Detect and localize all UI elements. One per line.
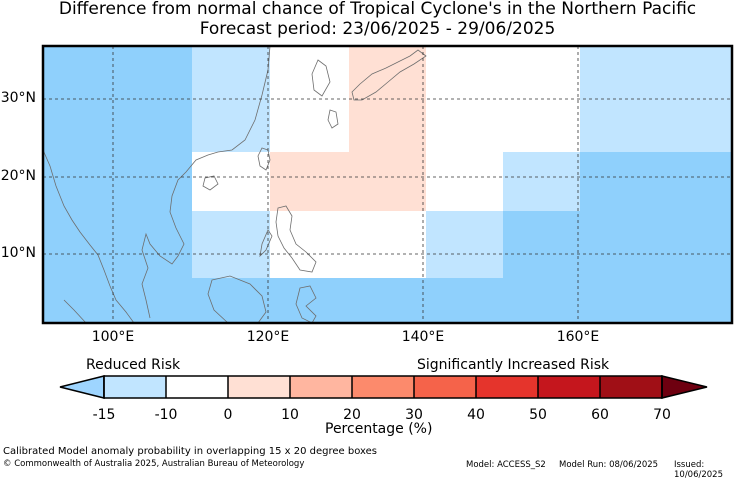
colorbar-bin <box>538 376 600 398</box>
increased-risk-label: Significantly Increased Risk <box>417 357 610 373</box>
colorbar-tick: 10 <box>281 407 299 423</box>
cell-pale-blue-s1 <box>192 211 270 278</box>
map-panel <box>41 44 734 325</box>
footer-copyright: © Commonwealth of Australia 2025, Austra… <box>3 459 305 469</box>
footer-description: Calibrated Model anomaly probability in … <box>3 446 378 457</box>
lat-tick-10n: 10°N <box>0 245 36 261</box>
colorbar-bin <box>228 376 290 398</box>
forecast-period: Forecast period: 23/06/2025 - 29/06/2025 <box>199 19 556 39</box>
colorbar-bin <box>166 376 228 398</box>
cell-peach-mid <box>270 152 426 211</box>
lat-tick-20n: 20°N <box>0 168 36 184</box>
cell-white-s <box>270 211 426 278</box>
cell-pale-blue-mid <box>503 152 580 211</box>
colorbar-title: Percentage (%) <box>325 421 433 437</box>
colorbar-tick: -10 <box>154 407 178 423</box>
footer-model-run: Model Run: 08/06/2025 <box>559 460 659 470</box>
colorbar-high-arrow <box>661 375 708 399</box>
colorbar-bin <box>290 376 352 398</box>
lon-tick-160e: 160°E <box>556 329 600 345</box>
cell-white-mid2 <box>426 152 503 211</box>
reduced-risk-label: Reduced Risk <box>86 357 181 373</box>
coastlines <box>42 45 427 324</box>
footer-issued: Issued: 10/06/2025 <box>674 460 723 480</box>
cell-white-n2 <box>426 46 580 152</box>
map-figure <box>41 44 734 399</box>
lon-tick-120e: 120°E <box>246 329 290 345</box>
colorbar <box>59 375 708 399</box>
lat-tick-30n: 30°N <box>0 90 36 106</box>
colorbar-bin <box>104 376 166 398</box>
colorbar-tick: 70 <box>653 407 671 423</box>
lon-tick-100e: 100°E <box>91 329 135 345</box>
colorbar-tick: 0 <box>223 407 233 423</box>
colorbar-low-arrow <box>59 375 105 399</box>
colorbar-bin <box>600 376 662 398</box>
map-title: Difference from normal chance of Tropica… <box>58 0 697 19</box>
map-frame <box>41 44 734 325</box>
footer-model: Model: ACCESS_S2 <box>466 460 546 470</box>
colorbar-bin <box>476 376 538 398</box>
colorbar-bin <box>352 376 414 398</box>
gridlines <box>43 46 732 323</box>
colorbar-tick: 20 <box>343 407 361 423</box>
cell-white-mid1 <box>192 152 270 211</box>
lon-tick-140e: 140°E <box>401 329 445 345</box>
colorbar-tick: 50 <box>529 407 547 423</box>
colorbar-tick: 60 <box>591 407 609 423</box>
colorbar-tick: 30 <box>405 407 423 423</box>
colorbar-tick: -15 <box>92 407 116 423</box>
colorbar-tick: 40 <box>467 407 485 423</box>
cell-pale-blue-s2 <box>426 211 503 278</box>
colorbar-bin <box>414 376 476 398</box>
